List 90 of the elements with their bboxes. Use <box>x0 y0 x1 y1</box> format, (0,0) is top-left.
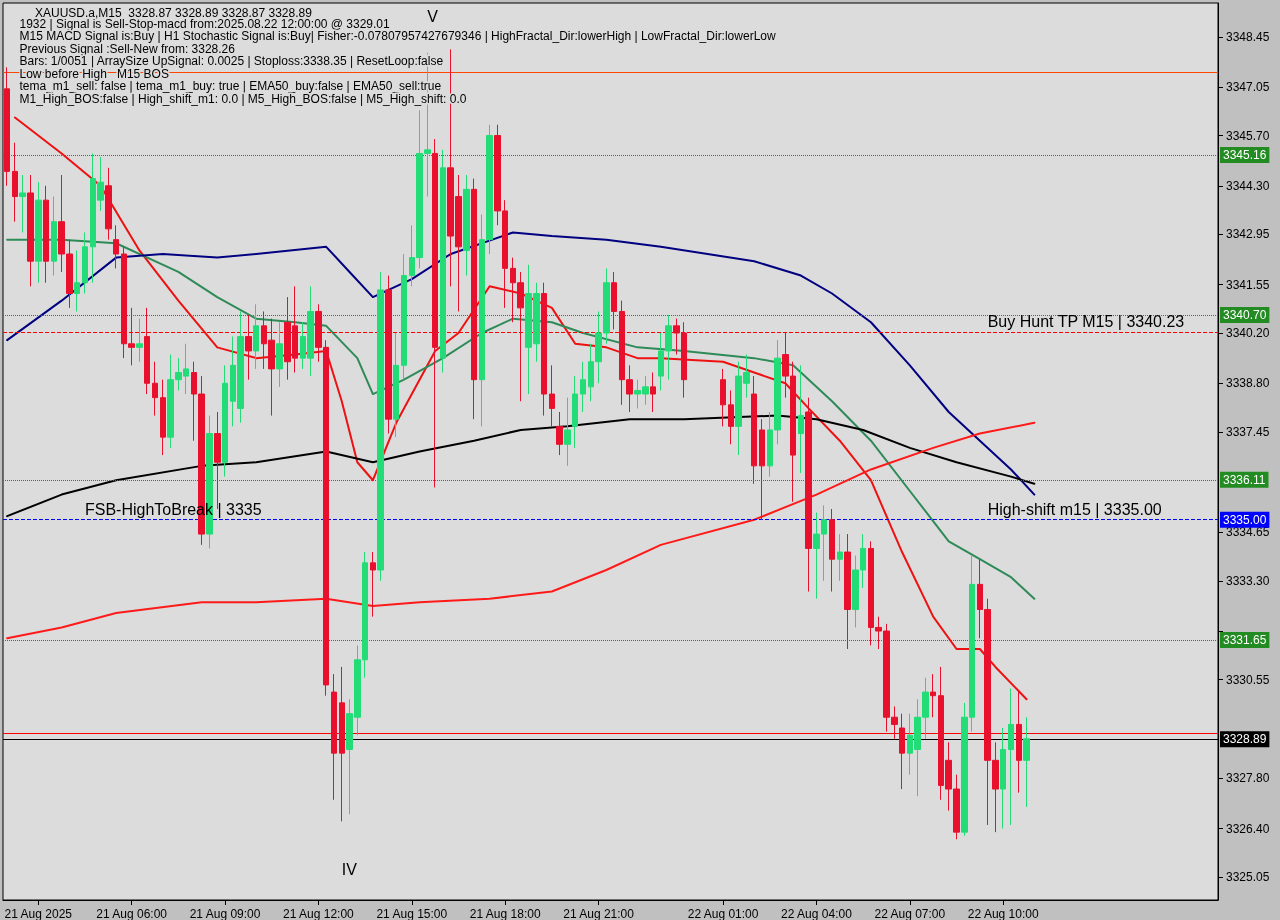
candlestick <box>105 167 112 241</box>
x-tick-label: 21 Aug 2025 <box>4 907 73 920</box>
candlestick <box>214 411 221 510</box>
candlestick <box>1008 688 1014 826</box>
y-tick-label: 3348.45 <box>1226 29 1270 44</box>
candlestick <box>245 314 252 381</box>
candlestick <box>720 368 726 427</box>
candlestick <box>74 249 80 312</box>
candlestick <box>541 282 547 417</box>
candlestick <box>798 364 804 474</box>
ref-line-label: 3336.11 <box>1223 472 1266 487</box>
x-tick-label: 22 Aug 04:00 <box>781 907 853 920</box>
y-tick-label: 3325.05 <box>1226 870 1270 885</box>
y-tick-label: 3344.30 <box>1226 178 1270 193</box>
candlestick <box>144 307 150 395</box>
candlestick <box>844 533 851 650</box>
candlestick <box>432 138 438 488</box>
y-tick-label: 3345.70 <box>1226 128 1270 143</box>
candlestick <box>611 271 617 330</box>
annotation: IV <box>341 860 358 878</box>
candlestick <box>837 533 843 582</box>
candlestick <box>580 361 586 413</box>
candlestick <box>463 174 470 277</box>
y-tick-label: 3334.65 <box>1226 525 1270 540</box>
annotation: V <box>427 8 439 26</box>
candlestick <box>331 673 337 801</box>
x-tick-label: 22 Aug 07:00 <box>874 907 946 920</box>
x-tick-label: 22 Aug 01:00 <box>687 907 759 920</box>
candlestick <box>222 364 228 478</box>
y-tick-label: 3333.30 <box>1226 573 1270 588</box>
candlestick <box>82 231 88 294</box>
x-tick-label: 21 Aug 09:00 <box>189 907 261 920</box>
y-tick-label: 3327.80 <box>1226 771 1270 786</box>
x-tick-label: 21 Aug 15:00 <box>376 907 448 920</box>
candlestick <box>253 303 259 370</box>
x-tick-label: 22 Aug 10:00 <box>967 907 1039 920</box>
ref-line-label: 3328.89 <box>1223 732 1267 747</box>
y-tick-label: 3330.55 <box>1226 672 1270 687</box>
ref-line-label: 3331.65 <box>1223 633 1267 648</box>
x-tick-label: 21 Aug 21:00 <box>563 907 635 920</box>
candlestick <box>276 321 283 388</box>
x-tick-label: 21 Aug 06:00 <box>96 907 168 920</box>
candlestick <box>370 551 376 618</box>
candlestick <box>549 364 555 427</box>
candlestick <box>27 174 34 287</box>
y-tick-label: 3340.20 <box>1226 326 1270 340</box>
candlestick <box>51 196 57 277</box>
candlestick <box>1016 691 1022 794</box>
candlestick <box>393 332 399 438</box>
ref-line-label: 3340.70 <box>1223 308 1267 323</box>
annotation: Buy Hunt TP M15 | 3340.23 <box>987 313 1185 331</box>
candlestick <box>564 397 571 467</box>
candlestick <box>728 389 734 445</box>
x-tick-label: 21 Aug 18:00 <box>469 907 541 920</box>
candlestick <box>650 372 656 413</box>
candlestick <box>1023 716 1030 808</box>
y-tick-label: 3338.80 <box>1226 376 1270 391</box>
candlestick <box>1000 727 1006 830</box>
candlestick <box>136 318 143 363</box>
candlestick <box>572 375 578 449</box>
candlestick <box>556 411 563 456</box>
y-tick-label: 3326.40 <box>1226 821 1270 836</box>
ref-line-label: 3345.16 <box>1223 147 1267 162</box>
candlestick <box>385 275 392 435</box>
candlestick <box>401 253 407 381</box>
candlestick <box>440 149 446 373</box>
candlestick <box>35 181 42 284</box>
annotation: High-shift m15 | 3335.00 <box>987 501 1162 519</box>
candlestick <box>930 673 936 718</box>
candlestick <box>805 397 812 593</box>
candlestick <box>4 66 10 187</box>
ref-line-label: 3335.00 <box>1223 512 1267 527</box>
candlestick <box>751 375 757 485</box>
candlestick <box>12 142 18 223</box>
candlestick <box>160 379 166 456</box>
candlestick <box>339 666 345 822</box>
candlestick <box>113 224 119 269</box>
candlestick <box>899 713 905 790</box>
candlestick <box>152 361 158 417</box>
y-tick-label: 3337.45 <box>1226 424 1270 439</box>
candlestick <box>19 174 26 233</box>
x-tick-label: 21 Aug 12:00 <box>283 907 355 920</box>
candlestick <box>471 178 477 420</box>
candlestick <box>377 271 384 582</box>
y-tick-label: 3341.55 <box>1226 277 1270 292</box>
y-tick-label: 3342.95 <box>1226 227 1270 242</box>
candlestick <box>43 185 49 284</box>
y-tick-label: 3347.05 <box>1226 80 1270 95</box>
candlestick <box>829 508 835 593</box>
candlestick <box>759 418 765 521</box>
